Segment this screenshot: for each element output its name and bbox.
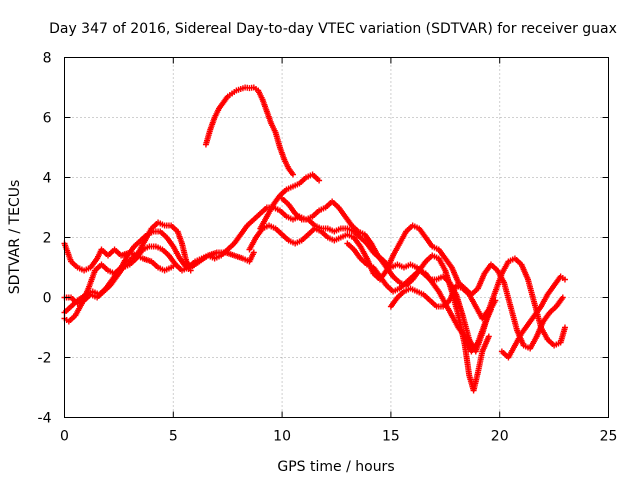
data-point [559, 294, 566, 301]
series-arc-9 [344, 240, 494, 355]
x-tick-label: 10 [273, 429, 291, 445]
y-tick-label: -2 [38, 351, 52, 367]
x-tick-label: 0 [60, 429, 69, 445]
data-points [61, 84, 568, 394]
series-arc-11 [498, 273, 568, 361]
data-point [250, 249, 257, 256]
x-tick-label: 5 [169, 429, 178, 445]
x-axis-label: GPS time / hours [277, 459, 394, 475]
x-tick-label: 25 [600, 429, 618, 445]
data-point [485, 333, 492, 340]
data-point [561, 324, 568, 331]
y-tick-label: 2 [43, 231, 52, 247]
data-point [316, 177, 323, 184]
series-arc-7 [246, 222, 566, 352]
series-arc-5 [202, 84, 296, 178]
y-axis-label: SDTVAR / TECUs [7, 180, 23, 295]
data-point [289, 171, 296, 178]
chart-title: Day 347 of 2016, Sidereal Day-to-day VTE… [49, 21, 617, 37]
y-tick-label: 8 [43, 51, 52, 67]
series-arc-10 [387, 255, 568, 349]
axis-ticks: 0 5 10 15 20 25 -4 -2 0 2 4 6 8 [38, 51, 618, 445]
y-tick-label: 6 [43, 111, 52, 127]
y-tick-label: 0 [43, 291, 52, 307]
series-arc-2 [61, 228, 194, 325]
series-arc-4 [61, 198, 499, 355]
x-tick-label: 15 [382, 429, 400, 445]
x-tick-label: 20 [491, 429, 509, 445]
y-tick-label: 4 [43, 171, 52, 187]
data-point [561, 276, 568, 283]
y-tick-label: -4 [38, 411, 52, 427]
series-arc-8 [279, 195, 492, 394]
